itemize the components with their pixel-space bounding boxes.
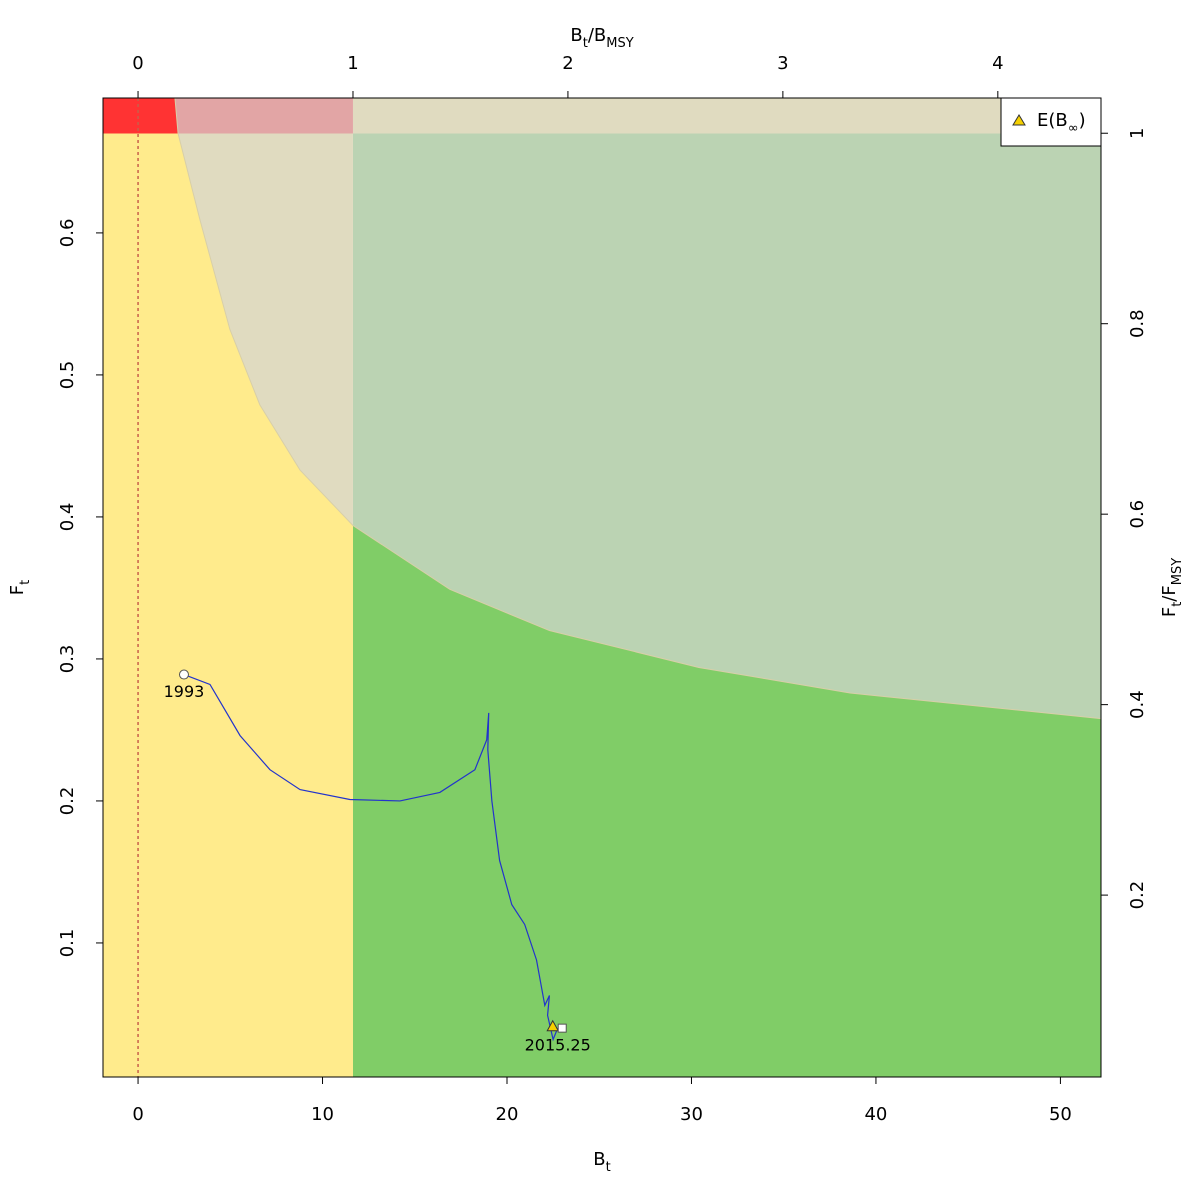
legend-label-part: E(B xyxy=(1037,110,1068,131)
zone-high_right-above xyxy=(352,98,1101,134)
x-axis-label-part: B xyxy=(593,1149,605,1170)
x2-tick-label: 4 xyxy=(992,53,1003,74)
x2-tick-label: 0 xyxy=(132,53,143,74)
x2-tick-label: 1 xyxy=(347,53,358,74)
x2-axis-label-part: B xyxy=(570,25,582,46)
y-axis-label: Ft xyxy=(7,580,33,595)
y2-tick-label: 0.8 xyxy=(1127,309,1148,338)
x-axis-label-part: t xyxy=(606,1160,611,1175)
x-tick-label: 40 xyxy=(864,1104,887,1125)
trajectory xyxy=(183,673,559,1042)
x-tick-label: 0 xyxy=(132,1104,143,1125)
legend-label: E(B∞) xyxy=(1037,110,1086,136)
y-tick-label: 0.4 xyxy=(57,503,78,532)
x-tick-label: 30 xyxy=(680,1104,703,1125)
x2-axis-label-part: MSY xyxy=(606,36,633,51)
y2-axis-label-part: MSY xyxy=(1170,558,1185,585)
y2-axis-label: Ft/FMSY xyxy=(1159,558,1185,617)
x-axis-label: Bt xyxy=(593,1149,610,1175)
end-label: 2015.25 xyxy=(525,1036,591,1055)
y2-axis-label-part: t xyxy=(1170,602,1185,607)
x-tick-label: 10 xyxy=(311,1104,334,1125)
x2-tick-label: 2 xyxy=(562,53,573,74)
plot-frame xyxy=(102,97,1102,1078)
x2-axis-label-part: t xyxy=(583,36,588,51)
x-tick-label: 50 xyxy=(1049,1104,1072,1125)
y-tick-label: 0.1 xyxy=(57,929,78,958)
legend-symbol xyxy=(1012,114,1026,126)
x2-axis-label-part: /B xyxy=(588,25,606,46)
end-point xyxy=(557,1023,567,1033)
y2-tick-label: 0.6 xyxy=(1127,500,1148,529)
zone-low_right-below xyxy=(352,525,1101,1077)
sustainability-curve xyxy=(174,98,1101,720)
y2-axis-label-part: /F xyxy=(1159,585,1180,601)
equilibrium-point xyxy=(546,1019,560,1032)
x2-axis-label: Bt/BMSY xyxy=(570,25,633,51)
y-tick-label: 0.6 xyxy=(57,219,78,248)
y2-axis-label-part: F xyxy=(1159,607,1180,617)
zone-high_left-below xyxy=(103,98,179,134)
x-tick-label: 20 xyxy=(496,1104,519,1125)
y-tick-label: 0.3 xyxy=(57,645,78,674)
y-axis-label-part: F xyxy=(7,585,28,595)
start-label: 1993 xyxy=(164,682,205,701)
y2-tick-label: 0.4 xyxy=(1127,690,1148,719)
zone-low_left-below xyxy=(103,133,353,1077)
legend-label-part: ∞ xyxy=(1068,121,1079,136)
y-axis-label-part: t xyxy=(18,580,33,585)
y2-tick-label: 0.2 xyxy=(1127,881,1148,910)
start-point xyxy=(178,669,189,680)
y2-tick-label: 1 xyxy=(1127,128,1148,139)
y-tick-label: 0.5 xyxy=(57,361,78,390)
x2-tick-label: 3 xyxy=(777,53,788,74)
y-tick-label: 0.2 xyxy=(57,787,78,816)
legend-label-part: ) xyxy=(1079,110,1086,131)
